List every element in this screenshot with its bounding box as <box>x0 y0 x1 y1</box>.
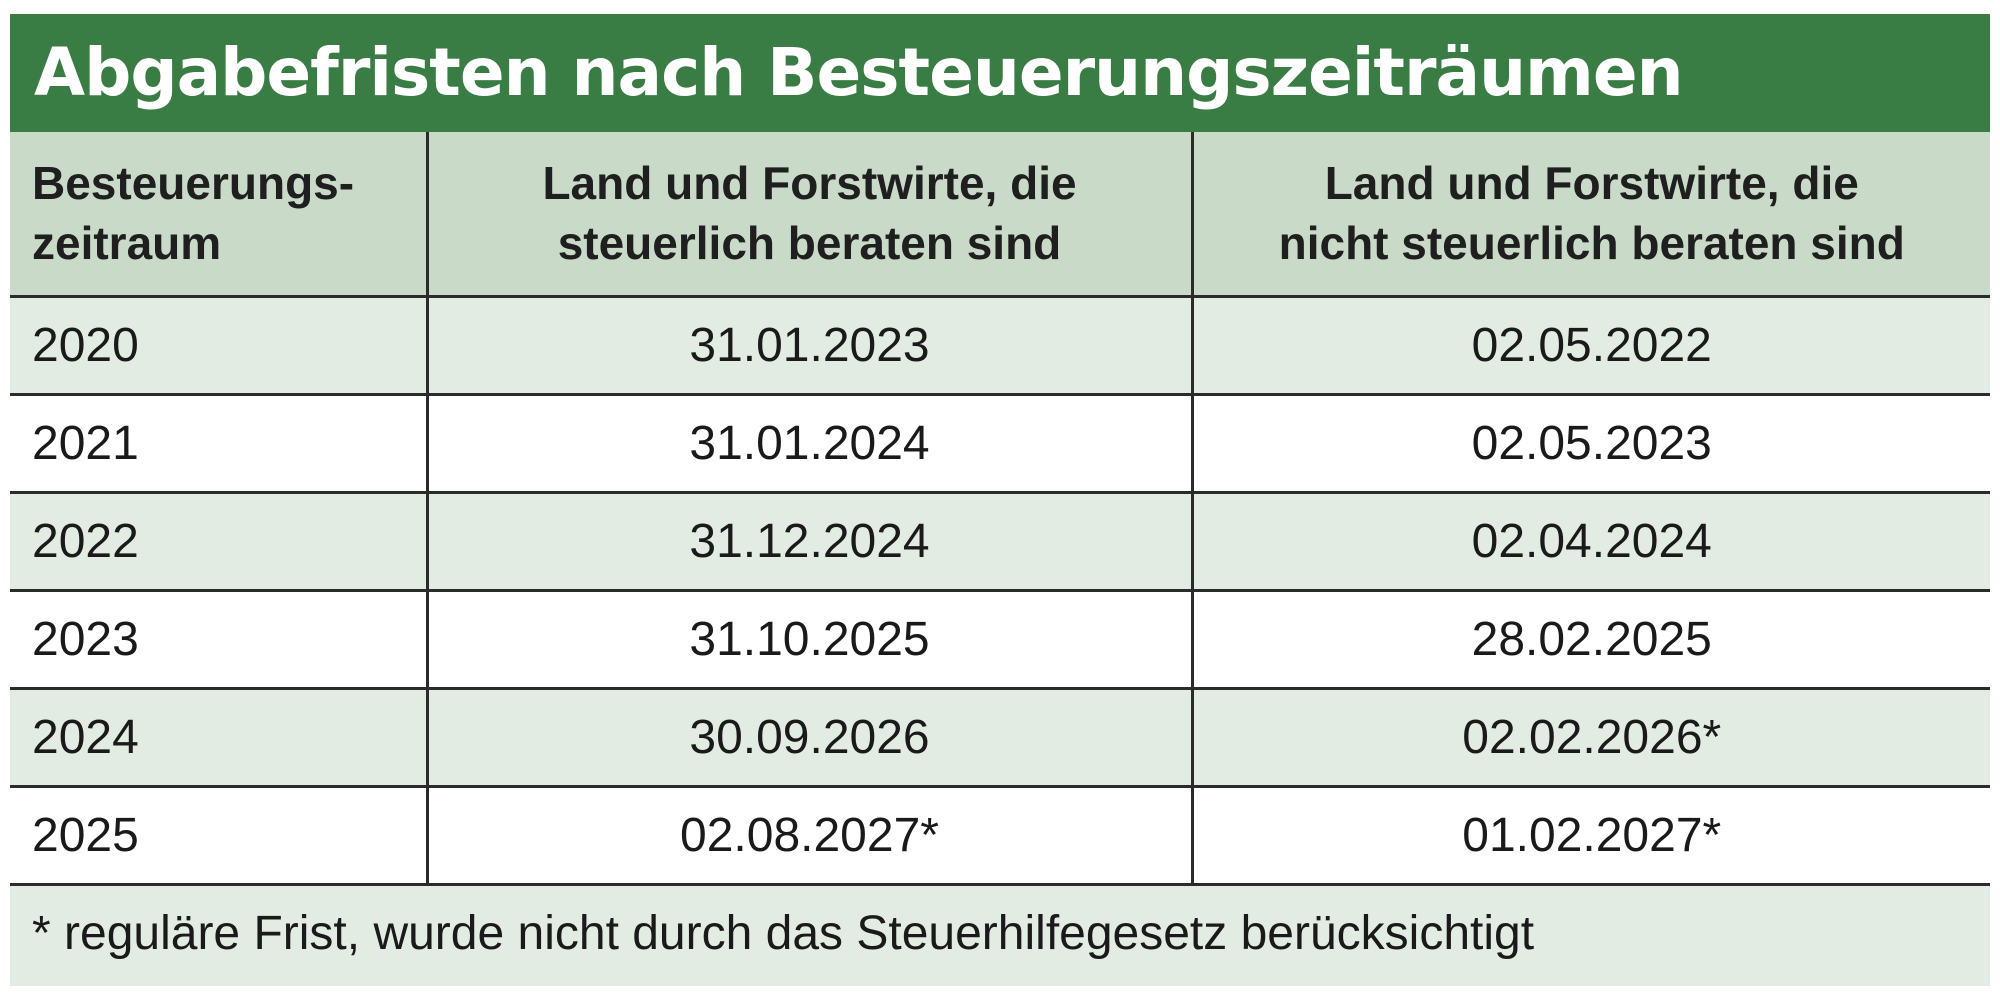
cell-deadline-not-advised: 02.05.2023 <box>1190 394 1990 492</box>
cell-year: 2020 <box>32 318 139 372</box>
header-not-advised-line2: nicht steuerlich beraten sind <box>1278 217 1905 270</box>
cell-deadline-advised: 30.09.2026 <box>425 688 1192 786</box>
table-row: 2020 31.01.2023 02.05.2022 <box>10 296 1990 394</box>
header-advised-line1: Land und Forstwirte, die <box>542 157 1077 210</box>
table-row: 2025 02.08.2027* 01.02.2027* <box>10 786 1990 884</box>
footnote: * reguläre Frist, wurde nicht durch das … <box>10 885 1990 986</box>
cell-deadline-advised: 02.08.2027* <box>425 786 1192 884</box>
header-advised: Land und Forstwirte, die steuerlich bera… <box>425 132 1192 296</box>
cell-deadline-advised: 31.01.2023 <box>425 296 1192 394</box>
header-advised-line2: steuerlich beraten sind <box>557 217 1062 270</box>
cell-year: 2022 <box>32 514 139 568</box>
deadline-table-graphic: Abgabefristen nach Besteuerungszeiträume… <box>10 14 1990 986</box>
cell-deadline-not-advised: 28.02.2025 <box>1190 590 1990 688</box>
table-row: 2023 31.10.2025 28.02.2025 <box>10 590 1990 688</box>
cell-deadline-advised: 31.01.2024 <box>425 394 1192 492</box>
header-period-line1: Besteuerungs- <box>32 157 355 210</box>
cell-deadline-not-advised: 02.05.2022 <box>1190 296 1990 394</box>
cell-deadline-advised: 31.10.2025 <box>425 590 1192 688</box>
cell-year: 2023 <box>32 612 139 666</box>
table-row: 2024 30.09.2026 02.02.2026* <box>10 688 1990 786</box>
deadline-table: Besteuerungs- zeitraum Land und Forstwir… <box>10 132 1990 886</box>
header-not-advised: Land und Forstwirte, die nicht steuerlic… <box>1190 132 1990 296</box>
header-not-advised-line1: Land und Forstwirte, die <box>1324 157 1859 210</box>
table-row: 2021 31.01.2024 02.05.2023 <box>10 394 1990 492</box>
cell-year: 2025 <box>32 808 139 862</box>
cell-deadline-advised: 31.12.2024 <box>425 492 1192 590</box>
table-title: Abgabefristen nach Besteuerungszeiträume… <box>10 14 1990 132</box>
table-row: 2022 31.12.2024 02.04.2024 <box>10 492 1990 590</box>
header-period-line2: zeitraum <box>32 217 222 270</box>
cell-deadline-not-advised: 01.02.2027* <box>1190 786 1990 884</box>
cell-year: 2021 <box>32 416 139 470</box>
cell-year: 2024 <box>32 710 139 764</box>
cell-deadline-not-advised: 02.04.2024 <box>1190 492 1990 590</box>
header-row: Besteuerungs- zeitraum Land und Forstwir… <box>10 132 1990 296</box>
header-period: Besteuerungs- zeitraum <box>10 132 427 296</box>
cell-deadline-not-advised: 02.02.2026* <box>1190 688 1990 786</box>
